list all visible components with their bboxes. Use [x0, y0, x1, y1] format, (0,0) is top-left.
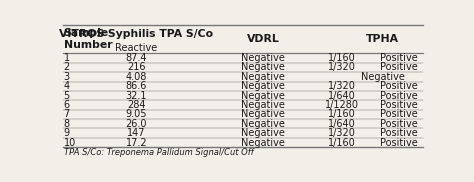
Text: Positive: Positive: [380, 91, 418, 101]
Text: 6: 6: [64, 100, 70, 110]
Text: 1/160: 1/160: [328, 138, 356, 148]
Text: 4.08: 4.08: [126, 72, 147, 82]
Text: 8: 8: [64, 119, 70, 129]
Text: 1/1280: 1/1280: [325, 100, 359, 110]
Text: 1/320: 1/320: [328, 62, 356, 72]
Text: 3: 3: [64, 72, 70, 82]
Text: 1/640: 1/640: [328, 91, 356, 101]
Text: Negative: Negative: [241, 91, 285, 101]
Text: 1/160: 1/160: [328, 53, 356, 63]
Text: Positive: Positive: [380, 109, 418, 119]
Text: Negative: Negative: [241, 100, 285, 110]
Text: 2: 2: [64, 62, 70, 72]
Text: 147: 147: [127, 128, 146, 138]
Text: VITROS Syphilis TPA S/Co: VITROS Syphilis TPA S/Co: [59, 29, 213, 39]
Text: Positive: Positive: [380, 81, 418, 91]
Text: 1: 1: [64, 53, 70, 63]
Text: 1/160: 1/160: [328, 109, 356, 119]
Text: 10: 10: [64, 138, 76, 148]
Text: TPA S/Co: Treponema Pallidum Signal/Cut Off: TPA S/Co: Treponema Pallidum Signal/Cut …: [64, 148, 254, 157]
Text: Negative: Negative: [241, 119, 285, 129]
Text: Reactive: Reactive: [115, 43, 157, 53]
Text: 26.0: 26.0: [126, 119, 147, 129]
Text: Negative: Negative: [241, 53, 285, 63]
Text: 284: 284: [127, 100, 146, 110]
Text: 1/320: 1/320: [328, 128, 356, 138]
Text: 4: 4: [64, 81, 70, 91]
Text: 9: 9: [64, 128, 70, 138]
Text: TPHA: TPHA: [366, 34, 399, 44]
Text: 1/320: 1/320: [328, 81, 356, 91]
Text: Positive: Positive: [380, 62, 418, 72]
Text: Positive: Positive: [380, 53, 418, 63]
Text: Positive: Positive: [380, 119, 418, 129]
Text: 5: 5: [64, 91, 70, 101]
Text: 1/640: 1/640: [328, 119, 356, 129]
Text: 216: 216: [127, 62, 146, 72]
Text: Positive: Positive: [380, 100, 418, 110]
Text: Negative: Negative: [241, 128, 285, 138]
Text: 32.1: 32.1: [126, 91, 147, 101]
Text: Negative: Negative: [361, 72, 404, 82]
Text: VDRL: VDRL: [247, 34, 280, 44]
Text: 86.6: 86.6: [126, 81, 147, 91]
Text: Sample
Number: Sample Number: [64, 28, 112, 50]
Text: Positive: Positive: [380, 128, 418, 138]
Text: 9.05: 9.05: [126, 109, 147, 119]
Text: 17.2: 17.2: [126, 138, 147, 148]
Text: 87.4: 87.4: [126, 53, 147, 63]
Text: Negative: Negative: [241, 81, 285, 91]
Text: Negative: Negative: [241, 138, 285, 148]
Text: 7: 7: [64, 109, 70, 119]
Text: Negative: Negative: [241, 72, 285, 82]
Text: Negative: Negative: [241, 62, 285, 72]
Text: Positive: Positive: [380, 138, 418, 148]
Text: Negative: Negative: [241, 109, 285, 119]
